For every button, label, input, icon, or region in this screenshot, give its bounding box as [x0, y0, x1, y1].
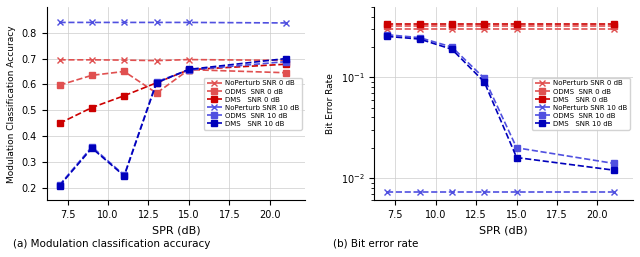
DMS   SNR 0 dB	[153, 81, 161, 84]
NoPerturb SNR 0 dB	[383, 27, 391, 30]
DMS   SNR 0 dB	[383, 23, 391, 26]
DMS   SNR 10 dB	[88, 146, 96, 150]
Legend: NoPerturb SNR 0 dB, ODMS  SNR 0 dB, DMS   SNR 0 dB, NoPerturb SNR 10 dB, ODMS  S: NoPerturb SNR 0 dB, ODMS SNR 0 dB, DMS S…	[204, 78, 302, 130]
NoPerturb SNR 10 dB	[448, 191, 456, 194]
DMS   SNR 10 dB	[56, 184, 63, 187]
Line: ODMS  SNR 10 dB: ODMS SNR 10 dB	[57, 59, 289, 188]
DMS   SNR 0 dB	[416, 23, 424, 26]
ODMS  SNR 10 dB	[610, 162, 618, 165]
ODMS  SNR 0 dB	[383, 25, 391, 28]
Line: DMS   SNR 0 dB: DMS SNR 0 dB	[385, 22, 616, 27]
NoPerturb SNR 10 dB	[610, 191, 618, 194]
NoPerturb SNR 0 dB	[88, 58, 96, 61]
ODMS  SNR 10 dB	[481, 77, 488, 80]
ODMS  SNR 0 dB	[513, 25, 520, 28]
NoPerturb SNR 10 dB	[120, 21, 128, 24]
DMS   SNR 10 dB	[383, 35, 391, 38]
ODMS  SNR 0 dB	[282, 71, 290, 74]
DMS   SNR 0 dB	[282, 63, 290, 66]
NoPerturb SNR 0 dB	[513, 27, 520, 30]
DMS   SNR 10 dB	[120, 175, 128, 178]
ODMS  SNR 10 dB	[282, 60, 290, 63]
DMS   SNR 10 dB	[513, 156, 520, 159]
ODMS  SNR 10 dB	[88, 145, 96, 148]
Line: ODMS  SNR 0 dB: ODMS SNR 0 dB	[385, 24, 616, 29]
NoPerturb SNR 0 dB	[416, 27, 424, 30]
DMS   SNR 10 dB	[153, 81, 161, 84]
ODMS  SNR 0 dB	[481, 25, 488, 28]
Line: NoPerturb SNR 10 dB: NoPerturb SNR 10 dB	[56, 19, 289, 26]
Legend: NoPerturb SNR 0 dB, ODMS  SNR 0 dB, DMS   SNR 0 dB, NoPerturb SNR 10 dB, ODMS  S: NoPerturb SNR 0 dB, ODMS SNR 0 dB, DMS S…	[532, 78, 630, 130]
ODMS  SNR 10 dB	[383, 33, 391, 36]
NoPerturb SNR 0 dB	[120, 59, 128, 62]
X-axis label: SPR (dB): SPR (dB)	[479, 226, 528, 236]
ODMS  SNR 0 dB	[185, 68, 193, 71]
NoPerturb SNR 10 dB	[481, 191, 488, 194]
Line: NoPerturb SNR 0 dB: NoPerturb SNR 0 dB	[384, 25, 617, 32]
NoPerturb SNR 10 dB	[153, 21, 161, 24]
Line: DMS   SNR 10 dB: DMS SNR 10 dB	[385, 34, 616, 173]
DMS   SNR 0 dB	[88, 106, 96, 109]
Line: NoPerturb SNR 10 dB: NoPerturb SNR 10 dB	[384, 189, 617, 196]
NoPerturb SNR 10 dB	[513, 191, 520, 194]
DMS   SNR 0 dB	[513, 23, 520, 26]
DMS   SNR 10 dB	[448, 48, 456, 51]
ODMS  SNR 10 dB	[513, 146, 520, 149]
NoPerturb SNR 10 dB	[282, 21, 290, 24]
NoPerturb SNR 0 dB	[481, 27, 488, 30]
ODMS  SNR 10 dB	[56, 183, 63, 187]
Y-axis label: Bit Error Rate: Bit Error Rate	[326, 73, 335, 134]
Line: ODMS  SNR 10 dB: ODMS SNR 10 dB	[385, 32, 616, 166]
ODMS  SNR 0 dB	[416, 25, 424, 28]
ODMS  SNR 0 dB	[153, 91, 161, 95]
DMS   SNR 0 dB	[448, 23, 456, 26]
NoPerturb SNR 10 dB	[88, 21, 96, 24]
DMS   SNR 0 dB	[120, 94, 128, 97]
ODMS  SNR 10 dB	[153, 80, 161, 83]
Line: DMS   SNR 0 dB: DMS SNR 0 dB	[57, 61, 289, 126]
NoPerturb SNR 10 dB	[56, 21, 63, 24]
ODMS  SNR 10 dB	[416, 36, 424, 39]
NoPerturb SNR 0 dB	[185, 58, 193, 61]
ODMS  SNR 0 dB	[56, 84, 63, 87]
NoPerturb SNR 0 dB	[153, 59, 161, 62]
Y-axis label: Modulation Classification Accuracy: Modulation Classification Accuracy	[7, 25, 16, 182]
DMS   SNR 10 dB	[610, 169, 618, 172]
NoPerturb SNR 10 dB	[416, 191, 424, 194]
NoPerturb SNR 0 dB	[610, 27, 618, 30]
Line: DMS   SNR 10 dB: DMS SNR 10 dB	[57, 56, 289, 189]
ODMS  SNR 10 dB	[185, 68, 193, 71]
DMS   SNR 0 dB	[185, 68, 193, 71]
X-axis label: SPR (dB): SPR (dB)	[152, 226, 200, 236]
ODMS  SNR 0 dB	[610, 25, 618, 28]
DMS   SNR 0 dB	[610, 23, 618, 26]
Text: (b) Bit error rate: (b) Bit error rate	[333, 239, 418, 249]
ODMS  SNR 10 dB	[120, 174, 128, 177]
ODMS  SNR 0 dB	[88, 74, 96, 77]
DMS   SNR 0 dB	[56, 122, 63, 125]
DMS   SNR 10 dB	[185, 68, 193, 71]
NoPerturb SNR 0 dB	[56, 58, 63, 61]
NoPerturb SNR 0 dB	[282, 59, 290, 62]
Text: (a) Modulation classification accuracy: (a) Modulation classification accuracy	[13, 239, 210, 249]
NoPerturb SNR 10 dB	[383, 191, 391, 194]
DMS   SNR 10 dB	[416, 38, 424, 41]
NoPerturb SNR 10 dB	[185, 21, 193, 24]
Line: ODMS  SNR 0 dB: ODMS SNR 0 dB	[57, 67, 289, 96]
Line: NoPerturb SNR 0 dB: NoPerturb SNR 0 dB	[56, 56, 289, 64]
ODMS  SNR 0 dB	[448, 25, 456, 28]
ODMS  SNR 10 dB	[448, 45, 456, 49]
NoPerturb SNR 0 dB	[448, 27, 456, 30]
DMS   SNR 10 dB	[481, 80, 488, 84]
DMS   SNR 0 dB	[481, 23, 488, 26]
DMS   SNR 10 dB	[282, 57, 290, 60]
ODMS  SNR 0 dB	[120, 70, 128, 73]
